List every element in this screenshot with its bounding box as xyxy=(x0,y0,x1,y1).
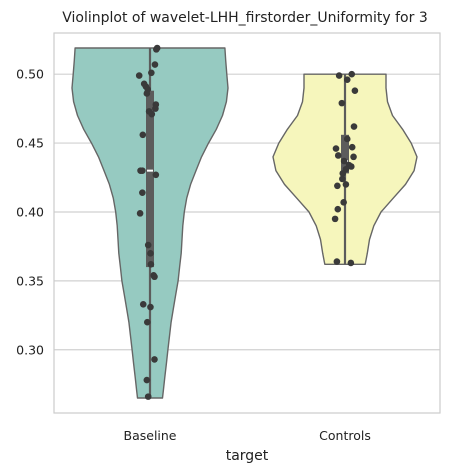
data-point xyxy=(135,72,143,79)
data-point xyxy=(343,135,351,143)
y-tick-label: 0.50 xyxy=(16,67,44,82)
data-point xyxy=(351,87,359,95)
x-tick-label: Baseline xyxy=(124,428,177,443)
iqr-box xyxy=(146,90,154,268)
data-point xyxy=(139,167,146,174)
data-point xyxy=(350,123,358,130)
data-point xyxy=(334,152,342,159)
data-point xyxy=(339,175,346,183)
data-point xyxy=(347,259,355,267)
data-point xyxy=(153,46,160,53)
data-point xyxy=(348,70,356,78)
data-point xyxy=(348,143,356,151)
data-point xyxy=(144,241,152,249)
data-point xyxy=(348,163,355,170)
x-tick-labels: Baseline Controls xyxy=(124,428,371,443)
data-point xyxy=(143,376,151,384)
data-point xyxy=(139,131,147,139)
data-point xyxy=(148,69,155,77)
y-tick-label: 0.35 xyxy=(16,273,44,288)
data-point xyxy=(152,171,160,179)
data-point xyxy=(331,215,339,223)
data-point xyxy=(152,105,159,112)
data-point xyxy=(147,250,154,257)
data-point xyxy=(338,99,346,107)
chart-title: Violinplot of wavelet-LHH_firstorder_Uni… xyxy=(62,10,428,26)
data-point xyxy=(343,76,351,83)
y-tick-label: 0.40 xyxy=(16,204,44,219)
data-point xyxy=(148,110,156,118)
data-point xyxy=(144,393,152,400)
x-tick-label: Controls xyxy=(319,428,371,443)
data-point xyxy=(151,273,158,281)
data-point xyxy=(342,181,350,188)
data-point xyxy=(350,153,357,161)
y-tick-label: 0.45 xyxy=(16,136,44,151)
data-point xyxy=(335,72,343,79)
data-point xyxy=(340,199,347,206)
data-point xyxy=(139,189,146,196)
data-point xyxy=(333,258,341,265)
data-point xyxy=(147,303,154,311)
data-point xyxy=(334,182,341,190)
iqr-box xyxy=(341,134,349,174)
y-tick-label: 0.30 xyxy=(16,342,44,357)
data-point xyxy=(332,145,340,152)
data-point xyxy=(339,170,347,177)
data-point xyxy=(151,356,158,363)
data-point xyxy=(143,90,151,97)
data-point xyxy=(139,300,147,308)
violins xyxy=(71,47,418,399)
y-tick-labels: 0.30 0.35 0.40 0.45 0.50 xyxy=(16,67,44,358)
data-point xyxy=(147,261,155,268)
x-axis-label: target xyxy=(226,448,269,464)
data-point xyxy=(334,205,342,213)
plot-frame xyxy=(53,32,441,414)
strip-points xyxy=(135,44,359,400)
data-point xyxy=(151,61,159,68)
data-point xyxy=(144,318,151,326)
data-point xyxy=(136,210,144,217)
data-point xyxy=(340,157,348,165)
